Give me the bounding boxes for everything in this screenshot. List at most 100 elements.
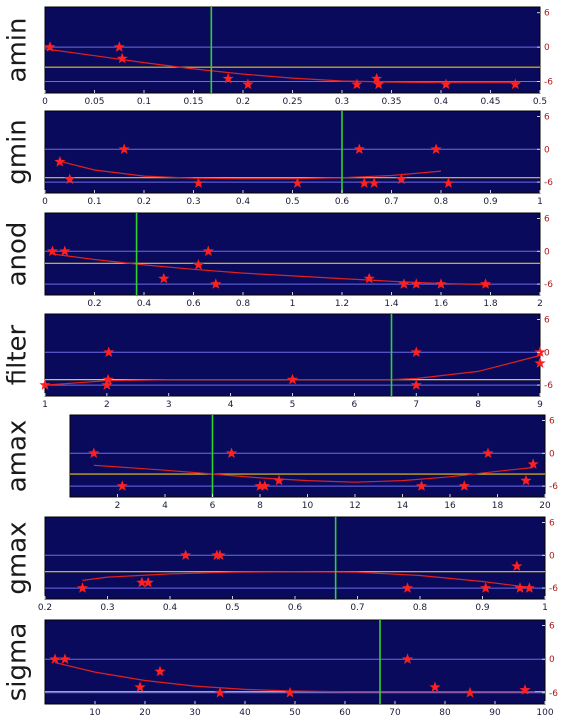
x-tick-label: 0.05	[84, 97, 104, 107]
data-point	[511, 560, 523, 571]
x-tick-label: 4	[228, 400, 234, 410]
y-axis-label: amax	[3, 420, 33, 493]
fit-curve	[82, 571, 527, 588]
y-axis-label: gmin	[3, 119, 33, 185]
data-point	[464, 686, 476, 698]
x-tick-label: 0.3	[186, 197, 200, 207]
data-point	[410, 346, 422, 357]
data-point	[482, 447, 494, 458]
x-tick-label: 1	[537, 197, 543, 207]
x-tick-label: 20	[139, 708, 151, 718]
x-tick-label: 70	[389, 708, 401, 718]
plot-area	[44, 110, 541, 194]
data-point	[192, 177, 205, 188]
x-tick-label: 0.6	[186, 299, 201, 309]
x-tick-label: 0.8	[236, 299, 251, 309]
x-tick-label: 10	[89, 708, 101, 718]
x-tick-label: 1.4	[384, 299, 399, 309]
x-tick-label: 0.4	[434, 97, 449, 107]
x-tick-label: 14	[397, 501, 409, 511]
x-tick-label: 90	[489, 708, 501, 718]
x-tick-label: 0	[42, 197, 48, 207]
data-point	[534, 357, 546, 368]
x-tick-label: 0.9	[483, 197, 498, 207]
data-point	[158, 272, 170, 284]
x-tick-label: 0.8	[413, 603, 428, 613]
x-tick-label: 0.1	[87, 197, 101, 207]
data-point	[429, 681, 441, 692]
data-point	[210, 278, 222, 289]
y-tick-label: -6	[544, 178, 553, 188]
data-point	[49, 653, 61, 664]
x-tick-label: 0.15	[183, 97, 203, 107]
x-tick-label: 0.1	[137, 97, 151, 107]
data-point	[222, 72, 234, 84]
x-tick-label: 0.7	[384, 197, 398, 207]
x-tick-label: 1.2	[335, 299, 349, 309]
plot-area	[44, 6, 541, 94]
x-tick-label: 80	[439, 708, 451, 718]
data-point	[458, 480, 470, 491]
data-point	[519, 684, 531, 695]
data-point	[534, 346, 546, 357]
data-point	[116, 52, 128, 64]
fit-curve	[44, 354, 541, 386]
x-tick-label: 4	[162, 501, 168, 511]
data-point	[202, 245, 214, 256]
data-point	[154, 665, 166, 677]
x-tick-label: 1	[542, 603, 548, 613]
x-tick-label: 12	[349, 501, 360, 511]
x-tick-label: 1	[290, 299, 296, 309]
x-tick-label: 0.8	[434, 197, 449, 207]
data-point	[410, 379, 422, 390]
y-axis-label: amin	[3, 18, 33, 83]
data-point	[286, 373, 299, 385]
data-point	[54, 155, 66, 167]
x-tick-label: 0.45	[480, 97, 500, 107]
x-tick-label: 0.6	[335, 197, 350, 207]
data-point	[116, 480, 128, 491]
x-tick-label: 0.35	[381, 97, 401, 107]
y-tick-label: 0	[544, 247, 550, 257]
y-tick-label: -6	[549, 584, 558, 594]
data-point	[192, 259, 205, 270]
x-tick-label: 20	[539, 501, 551, 511]
x-tick-label: 10	[302, 501, 314, 511]
x-tick-label: 0	[42, 97, 48, 107]
x-tick-label: 0.2	[236, 97, 250, 107]
data-point	[410, 278, 422, 289]
x-tick-label: 0.2	[38, 603, 52, 613]
data-point	[480, 582, 492, 593]
x-tick-label: 1	[42, 400, 48, 410]
data-point	[142, 576, 154, 588]
y-tick-label: 0	[544, 145, 550, 155]
y-tick-label: 6	[549, 622, 555, 632]
fit-curve	[59, 160, 442, 180]
x-tick-label: 0.3	[335, 97, 349, 107]
data-point	[76, 582, 89, 593]
data-point	[509, 78, 521, 90]
x-tick-label: 16	[444, 501, 456, 511]
x-tick-label: 0.9	[475, 603, 490, 613]
data-point	[430, 143, 442, 154]
panel-filter: 1 2 3 4 5 6 7 8 9 6 0 -6 filter	[3, 313, 553, 410]
data-point	[88, 447, 100, 458]
x-tick-label: 0.2	[87, 299, 101, 309]
data-point	[351, 78, 363, 90]
fit-curve	[93, 464, 534, 483]
x-tick-label: 0.4	[163, 603, 178, 613]
x-tick-label: 0.2	[137, 197, 151, 207]
y-axis-label: anod	[3, 222, 33, 287]
y-tick-label: -6	[544, 78, 553, 88]
data-point	[259, 480, 271, 491]
x-tick-label: 1.6	[434, 299, 449, 309]
data-point	[39, 379, 51, 390]
y-axis-label: filter	[3, 324, 33, 385]
y-tick-label: -6	[549, 482, 558, 492]
y-tick-label: 0	[544, 43, 550, 53]
x-tick-label: 50	[289, 708, 301, 718]
x-tick-label: 40	[239, 708, 251, 718]
data-point	[102, 373, 114, 385]
data-point	[479, 278, 492, 289]
